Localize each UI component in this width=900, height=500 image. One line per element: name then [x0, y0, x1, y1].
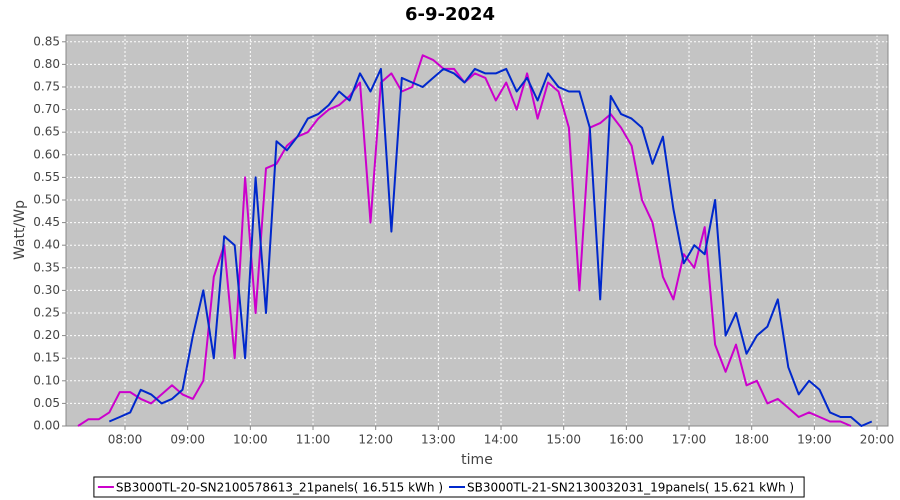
plot-area: [66, 35, 888, 426]
x-tick-label: 18:00: [734, 433, 769, 447]
x-tick-label: 13:00: [421, 433, 456, 447]
x-tick-label: 16:00: [609, 433, 644, 447]
y-tick-label: 0.45: [33, 215, 60, 229]
legend-label: SB3000TL-20-SN2100578613_21panels( 16.51…: [116, 481, 443, 495]
y-tick-label: 0.20: [33, 328, 60, 342]
plot-border: [65, 34, 889, 427]
y-tick-label: 0.70: [33, 102, 60, 116]
x-axis-label: time: [461, 452, 493, 468]
x-tick-label: 14:00: [484, 433, 519, 447]
x-tick-label: 09:00: [170, 433, 205, 447]
x-tick-label: 17:00: [672, 433, 707, 447]
y-tick-label: 0.55: [33, 170, 60, 184]
x-tick-label: 10:00: [233, 433, 268, 447]
y-tick-label: 0.00: [33, 419, 60, 433]
y-tick-label: 0.10: [33, 373, 60, 387]
y-tick-label: 0.40: [33, 238, 60, 252]
y-tick-label: 0.30: [33, 283, 60, 297]
x-tick-label: 08:00: [108, 433, 143, 447]
chart-title: 6-9-2024: [405, 4, 495, 25]
y-tick-label: 0.75: [33, 79, 60, 93]
legend-label: SB3000TL-21-SN2130032031_19panels( 15.62…: [467, 481, 794, 495]
x-tick-label: 20:00: [860, 433, 895, 447]
y-tick-label: 0.15: [33, 351, 60, 365]
y-tick-label: 0.35: [33, 260, 60, 274]
x-tick-label: 15:00: [546, 433, 581, 447]
series-line: [108, 67, 873, 427]
y-tick-label: 0.05: [33, 396, 60, 410]
y-tick-label: 0.25: [33, 305, 60, 319]
y-tick-label: 0.65: [33, 125, 60, 139]
x-tick-label: 19:00: [797, 433, 832, 447]
y-tick-label: 0.50: [33, 192, 60, 206]
y-tick-label: 0.85: [33, 34, 60, 48]
y-axis-label: Watt/Wp: [12, 200, 28, 260]
x-tick-label: 11:00: [296, 433, 331, 447]
y-tick-label: 0.80: [33, 57, 60, 71]
x-tick-label: 12:00: [358, 433, 393, 447]
y-tick-label: 0.60: [33, 147, 60, 161]
